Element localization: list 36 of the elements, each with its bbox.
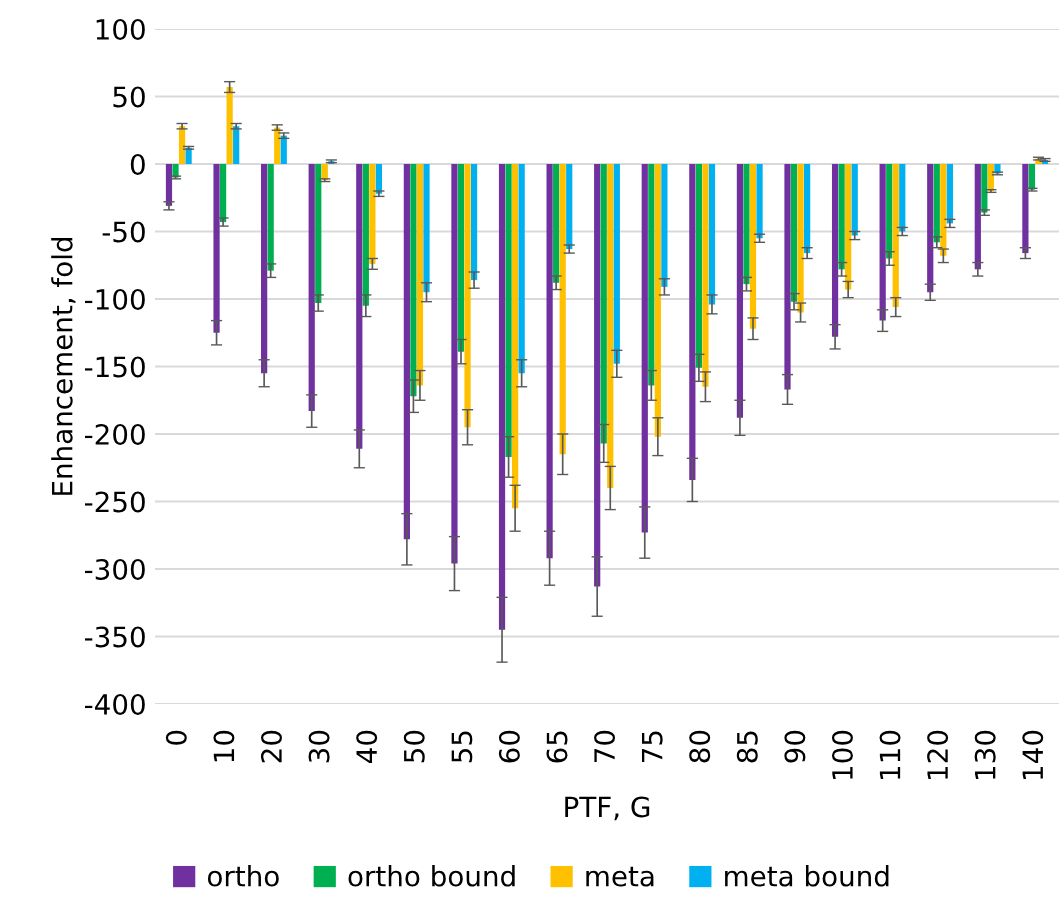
x-tick-label: 0 — [165, 730, 187, 745]
y-tick-label: -50 — [102, 221, 145, 243]
y-tick-label: 100 — [96, 18, 145, 40]
legend-label: meta — [586, 866, 654, 887]
y-tick-label: -100 — [84, 288, 145, 310]
y-tick-label: 0 — [130, 153, 145, 175]
x-tick-label: 140 — [1022, 730, 1044, 779]
x-tick-label: 20 — [261, 730, 283, 763]
x-tick-label: 30 — [308, 730, 330, 763]
legend-label: meta bound — [725, 865, 889, 887]
y-tick-label: -250 — [84, 491, 145, 513]
x-tick-label: 130 — [974, 730, 996, 779]
x-tick-label: 120 — [927, 730, 949, 779]
x-axis-title: PTF, G — [565, 796, 650, 821]
y-tick-label: 50 — [113, 86, 145, 108]
y-tick-label: -150 — [84, 356, 145, 378]
y-tick-label: -400 — [84, 693, 145, 715]
x-tick-label: 85 — [736, 731, 758, 763]
x-tick-label: 80 — [689, 730, 711, 763]
x-tick-label: 110 — [879, 730, 901, 779]
x-tick-label: 50 — [403, 730, 425, 763]
x-tick-label: 90 — [784, 730, 806, 763]
x-tick-label: 70 — [594, 730, 616, 763]
y-axis-title: Enhancement, fold — [51, 237, 76, 495]
y-tick-label: -350 — [84, 626, 145, 648]
legend-label: ortho bound — [348, 865, 515, 887]
x-tick-label: 100 — [831, 730, 853, 779]
y-tick-label: -300 — [84, 558, 145, 580]
x-tick-label: 60 — [498, 730, 520, 763]
x-tick-label: 55 — [451, 731, 473, 763]
legend-label: ortho — [207, 865, 279, 887]
x-tick-label: 10 — [213, 730, 235, 762]
x-tick-label: 40 — [356, 730, 378, 763]
x-tick-label: 65 — [546, 731, 568, 763]
x-tick-label: 75 — [641, 731, 663, 763]
y-tick-label: -200 — [84, 423, 145, 445]
